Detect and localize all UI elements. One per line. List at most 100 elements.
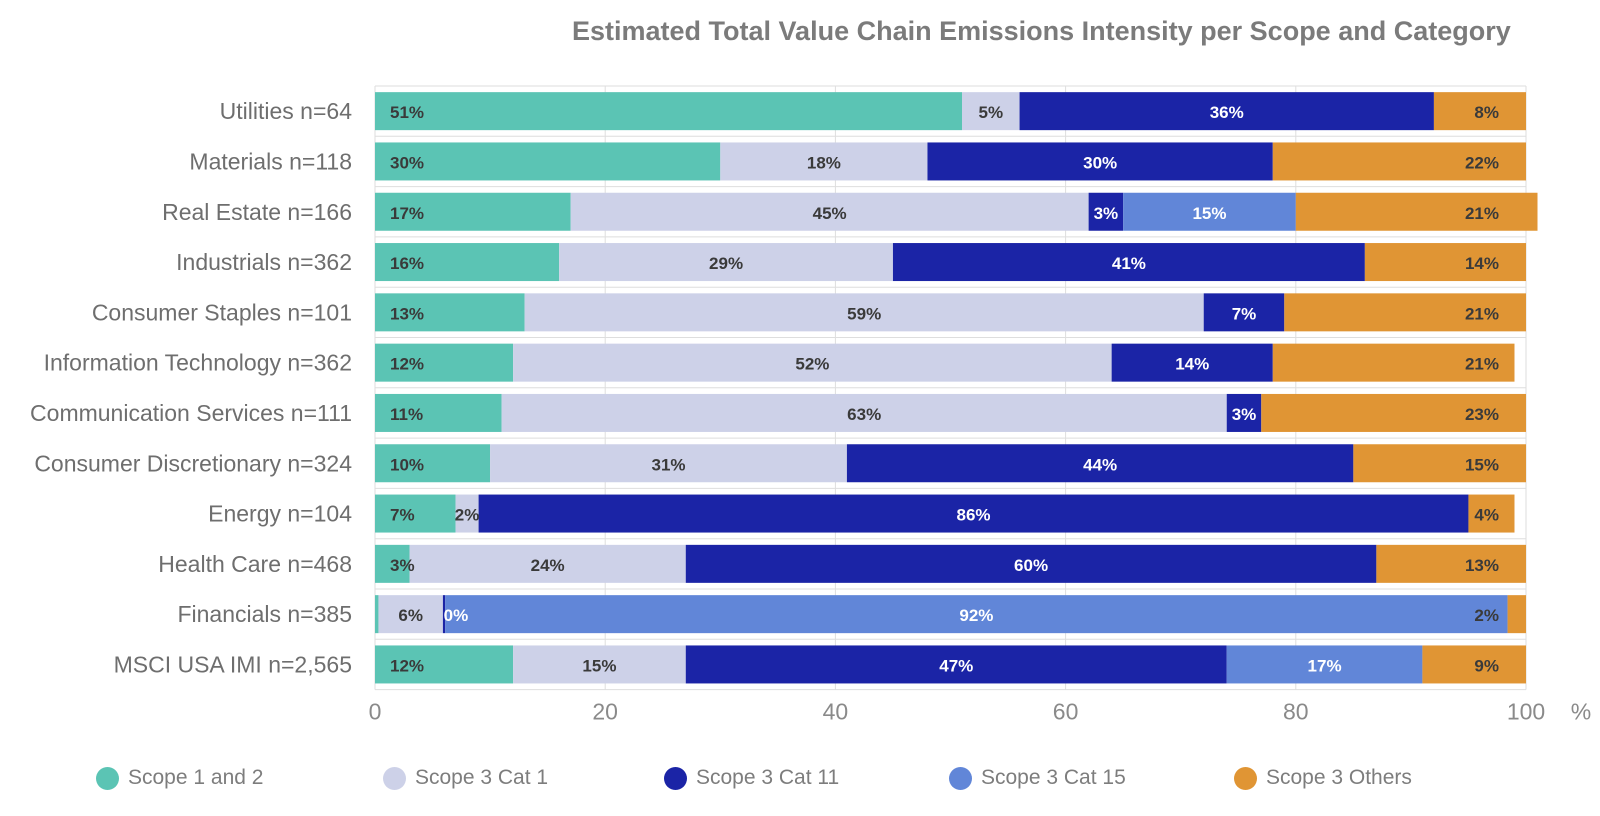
data-label: 30% (1083, 153, 1117, 172)
category-label: Industrials n=362 (176, 249, 352, 275)
category-label: Materials n=118 (189, 148, 352, 174)
data-label: 2% (1474, 606, 1499, 625)
category-label: Financials n=385 (177, 601, 352, 627)
data-label: 29% (709, 254, 743, 273)
data-label: 41% (1112, 254, 1146, 273)
data-label: 15% (1465, 455, 1499, 474)
bar-segment (1295, 192, 1538, 231)
data-label: 44% (1083, 455, 1117, 474)
bar-segment (490, 444, 847, 483)
x-tick-label: 0 (369, 699, 382, 725)
bar-segment (524, 293, 1204, 332)
legend-item: Scope 1 and 2 (96, 766, 263, 790)
data-label: 30% (390, 153, 424, 172)
legend-item: Scope 3 Others (1234, 766, 1412, 790)
data-label: 17% (1308, 656, 1342, 675)
data-label: 52% (795, 355, 829, 374)
data-label: 21% (1465, 204, 1499, 223)
data-label: 8% (1474, 103, 1499, 122)
bars (375, 92, 1538, 684)
bar-segment (378, 595, 443, 634)
bar-segment (1226, 645, 1423, 684)
bar-segment (1433, 92, 1526, 131)
category-label: Utilities n=64 (220, 98, 353, 124)
legend-label: Scope 1 and 2 (128, 766, 264, 789)
legend-swatch (949, 766, 972, 790)
legend-swatch (96, 766, 119, 790)
bar-segment (1088, 192, 1124, 231)
bar-segment (559, 243, 893, 282)
bar-segment (1284, 293, 1526, 332)
bar-segment (375, 645, 514, 684)
legend-swatch (1234, 766, 1257, 790)
data-label: 86% (957, 506, 991, 525)
bar-segment (892, 243, 1365, 282)
bar-segment (455, 494, 479, 533)
data-label: 11% (390, 405, 423, 424)
bar-segment (375, 142, 721, 181)
bar-segment (927, 142, 1273, 181)
data-label: 15% (582, 656, 616, 675)
x-tick-label: 20 (592, 699, 618, 725)
bar-segment (1422, 645, 1526, 684)
bar-segment (375, 343, 514, 382)
bar-segment (1468, 494, 1515, 533)
bar-segment (501, 393, 1227, 432)
category-label: Communication Services n=111 (30, 400, 352, 426)
bar-segment (375, 293, 525, 332)
bar-segment (1364, 243, 1526, 282)
x-tick-label: 100 (1507, 699, 1545, 725)
bar-segment (962, 92, 1020, 131)
legend-item: Scope 3 Cat 15 (949, 766, 1126, 790)
category-label: Consumer Discretionary n=324 (34, 450, 352, 476)
x-tick-label: 80 (1283, 699, 1309, 725)
legend-label: Scope 3 Cat 15 (981, 766, 1126, 789)
bar-segment (375, 243, 560, 282)
data-label: 13% (390, 304, 424, 323)
bar-segment (685, 645, 1227, 684)
data-label: 12% (390, 656, 424, 675)
data-label: 3% (1232, 405, 1257, 424)
x-tick-label: 40 (823, 699, 849, 725)
data-label: 3% (1094, 204, 1119, 223)
bar-segment (1272, 343, 1515, 382)
data-label: 4% (1474, 506, 1499, 525)
gridlines (374, 85, 1527, 691)
bar-segment (375, 92, 963, 131)
bar-segment (409, 544, 686, 583)
bar-segment (720, 142, 928, 181)
data-label: 92% (959, 606, 993, 625)
data-label: 51% (390, 103, 424, 122)
bar-segment (375, 494, 456, 533)
chart-title: Estimated Total Value Chain Emissions In… (572, 16, 1511, 46)
bar-segment (1203, 293, 1285, 332)
x-tick-label: 60 (1053, 699, 1079, 725)
legend-label: Scope 3 Cat 11 (696, 766, 840, 789)
data-label: 23% (1465, 405, 1499, 424)
bar-segment (375, 192, 571, 231)
stacked-bar-chart: 51% 5% 36% 8% 30% 18% 30% 22% 17% 45% 3% 15% 21% 16% 2… (30, 85, 1591, 725)
legend-item: Scope 3 Cat 11 (664, 766, 839, 790)
data-label: 7% (1232, 304, 1257, 323)
data-label: 24% (531, 556, 565, 575)
data-label: 14% (1465, 254, 1499, 273)
category-label: Health Care n=468 (158, 551, 352, 577)
legend-item: Scope 3 Cat 1 (383, 766, 548, 790)
bar-segment (1123, 192, 1296, 231)
bar-segment (375, 393, 502, 432)
data-label: 0% (444, 606, 469, 625)
data-label: 6% (398, 606, 423, 625)
bar-segment (1019, 92, 1434, 131)
data-label: 15% (1192, 204, 1226, 223)
bar-segment (1353, 444, 1526, 483)
data-label: 21% (1465, 355, 1499, 374)
bar-segment (1226, 393, 1262, 432)
data-label: 47% (939, 656, 973, 675)
data-label: 45% (813, 204, 847, 223)
category-labels: Utilities n=64 Materials n=118 Real Estate… (30, 98, 352, 677)
data-label: 17% (390, 204, 424, 223)
bar-segment (513, 343, 1112, 382)
bar-segment (1376, 544, 1526, 583)
bar-segment (846, 444, 1354, 483)
bar-segment (442, 595, 446, 634)
